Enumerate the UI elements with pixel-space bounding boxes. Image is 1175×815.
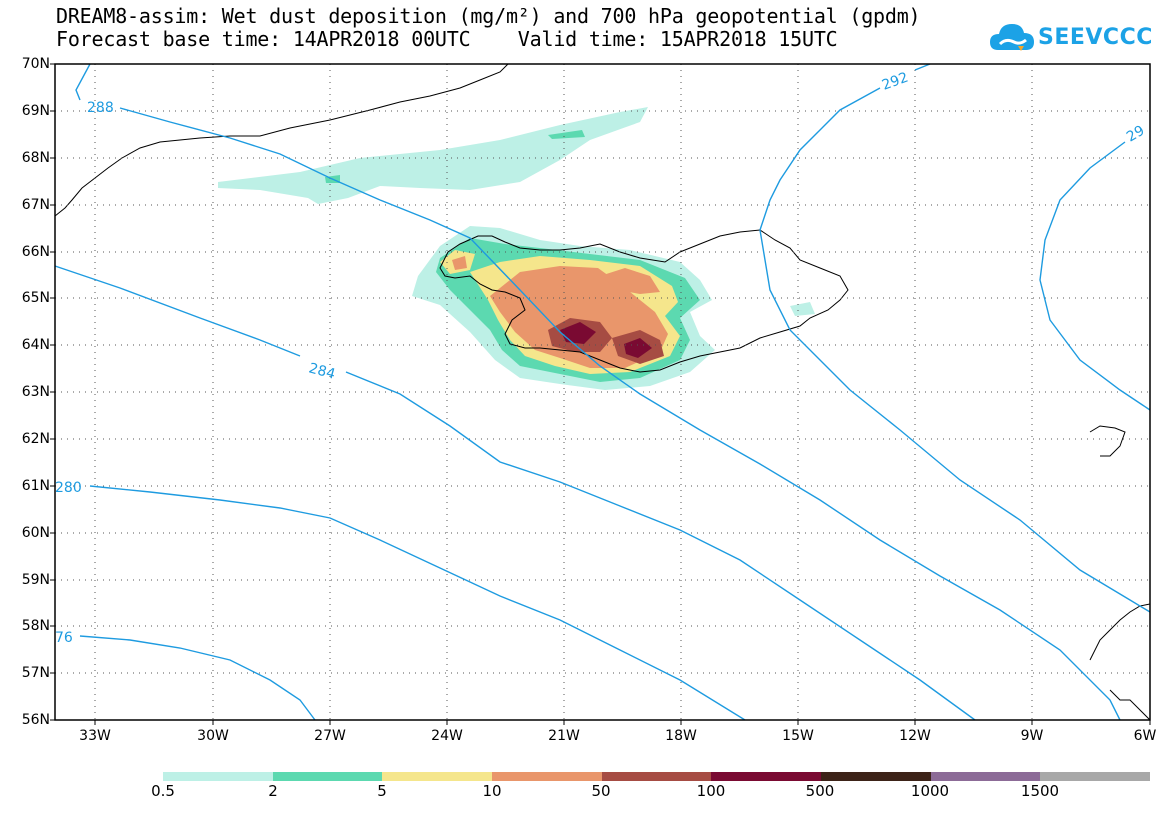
lat-label-66n: 66N [21,244,50,260]
lat-label-62n: 62N [21,431,50,447]
contour-label-284: 284 [307,360,337,382]
legend-label-2: 2 [268,782,278,800]
lat-label-65n: 65N [21,290,50,306]
cloud-icon [990,24,1034,51]
lon-label-6w: 6W [1133,728,1157,744]
iceland-coast [439,229,849,373]
lon-label-27w: 27W [314,728,346,744]
geopotential-contours [54,63,1151,721]
lat-label-60n: 60N [21,525,50,541]
lat-label-56n: 56N [21,712,50,728]
map-subtitle: Forecast base time: 14APR2018 00UTC Vali… [56,27,838,51]
legend-label-100: 100 [696,782,726,800]
seevccc-logo: SEEVCCC [988,20,1152,60]
lon-label-18w: 18W [665,728,697,744]
lat-label-69n: 69N [21,103,50,119]
contour-284 [54,265,976,721]
contour-292 [759,63,931,231]
lat-label-67n: 67N [21,197,50,213]
lat-label-70n: 70N [21,56,50,72]
contour-label-280: 280 [55,480,82,496]
contour-288 [75,63,1121,721]
legend-swatch-1 [272,772,383,781]
dust-blob-100b [624,338,652,358]
legend-swatch-6 [821,772,931,781]
dust-westfjord-2 [452,256,467,270]
lat-label-68n: 68N [21,150,50,166]
lon-label-9w: 9W [1020,728,1044,744]
tick-marks [50,63,1151,725]
graticule [55,64,1150,720]
legend-swatch-5 [711,772,822,781]
dust-east-patch [790,302,815,316]
legend-label-10: 10 [482,782,502,800]
lat-label-57n: 57N [21,665,50,681]
contour-280 [89,485,746,721]
lon-label-33w: 33W [79,728,111,744]
dust-blob-100 [560,322,596,344]
legend-label-0-5: 0.5 [151,782,175,800]
contour-label-29: 29 [1124,123,1147,146]
contour-276 [79,635,316,721]
lon-label-21w: 21W [548,728,580,744]
legend-swatch-3 [492,772,602,781]
legend-label-1500: 1500 [1020,782,1060,800]
dust-plume-north-inner [548,130,585,139]
lat-label-64n: 64N [21,337,50,353]
legend-swatch-0 [163,772,273,781]
color-legend [163,772,1151,781]
lon-label-30w: 30W [197,728,229,744]
legend-label-5: 5 [377,782,387,800]
legend-label-500: 500 [805,782,835,800]
legend-swatch-4 [601,772,712,781]
legend-swatch-7 [930,772,1041,781]
legend-swatch-8 [1040,772,1151,781]
legend-label-50: 50 [591,782,611,800]
contour-label-288: 288 [87,100,114,116]
faroe-islands [1089,425,1126,457]
lat-label-63n: 63N [21,384,50,400]
dust-blob-10b [600,268,660,294]
contour-label-76: 76 [55,630,73,646]
lat-label-61n: 61N [21,478,50,494]
lon-label-15w: 15W [782,728,814,744]
lon-label-24w: 24W [431,728,463,744]
lat-label-58n: 58N [21,618,50,634]
contour-label-292: 292 [880,70,911,94]
contour-292-south [759,229,1151,613]
dust-deposition-field [218,107,815,390]
map-title: DREAM8-assim: Wet dust deposition (mg/m²… [56,4,921,28]
lon-label-12w: 12W [899,728,931,744]
logo-text: SEEVCCC [1038,25,1153,50]
coastlines [54,63,1151,722]
legend-swatch-2 [382,772,493,781]
contour-29x [1039,141,1151,411]
scotland-coast [1089,603,1151,722]
legend-label-1000: 1000 [910,782,950,800]
lat-label-59n: 59N [21,572,50,588]
greenland-coast [54,63,509,217]
